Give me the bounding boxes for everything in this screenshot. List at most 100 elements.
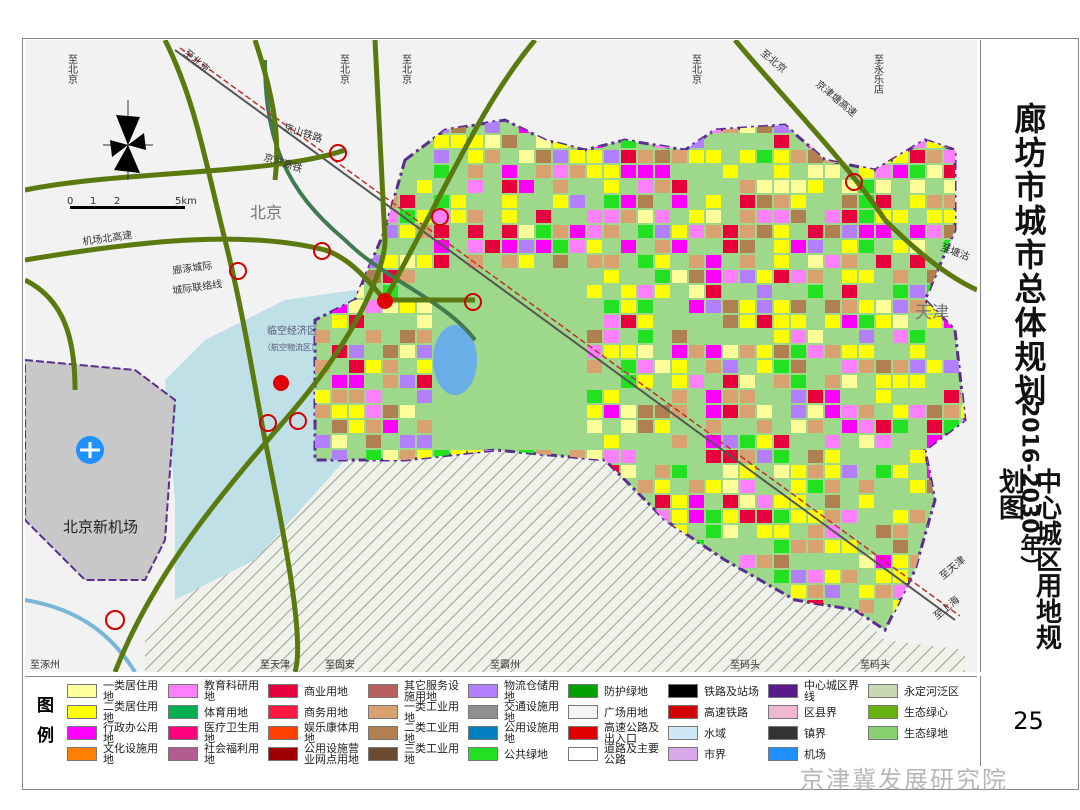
legend-swatch — [168, 705, 198, 719]
land-parcel — [893, 165, 908, 178]
legend-label: 高速铁路 — [704, 705, 748, 719]
land-parcel — [842, 570, 857, 583]
land-parcel — [706, 405, 721, 418]
legend-item: 高速公路及出入口 — [568, 721, 668, 745]
land-parcel — [468, 180, 483, 193]
legend-swatch — [568, 726, 598, 740]
land-parcel — [689, 495, 704, 508]
land-parcel — [859, 210, 874, 223]
land-parcel — [621, 315, 636, 328]
legend-swatch — [568, 747, 598, 761]
land-parcel — [672, 375, 687, 388]
land-parcel — [825, 450, 840, 463]
land-parcel — [536, 225, 551, 238]
land-parcel — [434, 165, 449, 178]
land-parcel — [400, 270, 415, 283]
legend-label: 三类工业用地 — [404, 742, 459, 766]
legend-item: 二类居住用地 — [67, 701, 167, 723]
legend-item: 物流仓储用地 — [468, 680, 568, 702]
legend-label: 高速公路及出入口 — [604, 721, 659, 745]
land-parcel — [536, 240, 551, 253]
land-parcel — [791, 150, 806, 163]
legend-item: 一类工业用地 — [368, 701, 468, 723]
land-parcel — [604, 270, 619, 283]
land-parcel — [740, 435, 755, 448]
land-parcel — [417, 255, 432, 268]
direction-label: 至北京 — [690, 54, 702, 85]
legend-label: 永定河泛区 — [904, 684, 959, 698]
land-parcel — [723, 480, 738, 493]
land-parcel — [570, 150, 585, 163]
land-parcel — [621, 405, 636, 418]
legend-item: 社会福利用地 — [168, 743, 268, 765]
land-parcel — [638, 285, 653, 298]
land-parcel — [757, 300, 772, 313]
land-parcel — [332, 450, 347, 463]
land-parcel — [808, 420, 823, 433]
land-parcel — [383, 450, 398, 463]
land-parcel — [842, 270, 857, 283]
land-parcel — [910, 375, 925, 388]
direction-label: 至涿州 — [30, 659, 60, 671]
land-parcel — [893, 465, 908, 478]
land-parcel — [655, 480, 670, 493]
legend-swatch — [368, 705, 398, 719]
land-parcel — [910, 225, 925, 238]
land-parcel — [519, 255, 534, 268]
land-parcel — [859, 480, 874, 493]
land-parcel — [621, 165, 636, 178]
legend-heading: 图例 — [37, 696, 54, 746]
land-parcel — [910, 450, 925, 463]
north-arrow-icon — [103, 100, 153, 180]
land-parcel — [893, 555, 908, 568]
scale-tick: 1 — [90, 196, 96, 207]
legend-swatch — [868, 705, 898, 719]
legend-label: 水域 — [704, 726, 726, 740]
land-parcel — [621, 150, 636, 163]
land-parcel — [366, 435, 381, 448]
land-parcel — [689, 285, 704, 298]
land-parcel — [604, 390, 619, 403]
land-parcel — [349, 420, 364, 433]
land-parcel — [621, 210, 636, 223]
land-parcel — [417, 180, 432, 193]
legend-item: 行政办公用地 — [67, 722, 167, 744]
legend-swatch — [468, 705, 498, 719]
land-parcel — [808, 345, 823, 358]
land-parcel — [689, 225, 704, 238]
land-parcel — [740, 375, 755, 388]
land-parcel — [366, 360, 381, 373]
lingkong-label: 临空经济区 — [267, 324, 317, 337]
land-parcel — [655, 255, 670, 268]
land-parcel — [621, 420, 636, 433]
land-parcel — [927, 165, 942, 178]
land-parcel — [876, 225, 891, 238]
land-parcel — [315, 405, 330, 418]
legend-swatch — [768, 747, 798, 761]
land-parcel — [638, 375, 653, 388]
legend-label: 广场用地 — [604, 705, 648, 719]
land-parcel — [774, 345, 789, 358]
land-parcel — [536, 210, 551, 223]
land-parcel — [825, 255, 840, 268]
legend-item: 广场用地 — [568, 702, 668, 722]
region-label-tianjin: 天津 — [915, 303, 949, 323]
land-parcel — [706, 480, 721, 493]
land-parcel — [519, 180, 534, 193]
land-parcel — [876, 360, 891, 373]
land-parcel — [570, 240, 585, 253]
land-parcel — [434, 225, 449, 238]
legend-label: 镇界 — [804, 726, 826, 740]
yongding-flood-zone — [145, 450, 965, 672]
land-parcel — [638, 330, 653, 343]
land-parcel — [791, 210, 806, 223]
direction-label: 至码头 — [860, 659, 890, 671]
legend-swatch — [268, 747, 298, 761]
land-parcel — [791, 585, 806, 598]
legend-item: 一类居住用地 — [67, 680, 167, 702]
land-parcel — [876, 435, 891, 448]
land-parcel — [689, 480, 704, 493]
land-parcel — [859, 225, 874, 238]
land-parcel — [927, 225, 942, 238]
land-parcel — [774, 435, 789, 448]
